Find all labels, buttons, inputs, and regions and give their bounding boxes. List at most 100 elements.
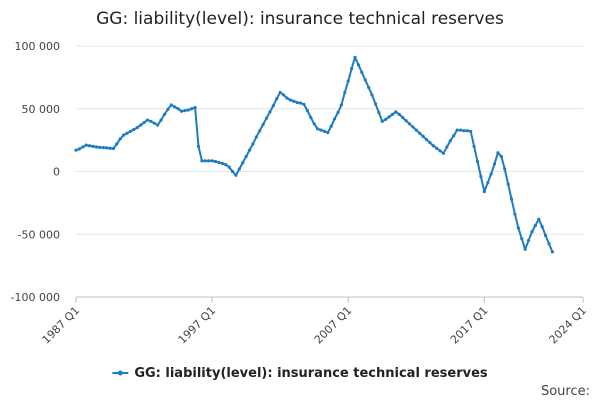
data-point[interactable] (469, 129, 473, 133)
data-point[interactable] (424, 137, 429, 142)
data-point[interactable] (472, 144, 476, 148)
data-point[interactable] (547, 242, 551, 246)
data-point[interactable] (319, 128, 323, 132)
data-point[interactable] (268, 110, 272, 114)
data-point[interactable] (520, 237, 524, 241)
data-point[interactable] (98, 145, 102, 150)
data-point[interactable] (397, 112, 401, 116)
data-point[interactable] (479, 174, 483, 179)
data-point[interactable] (156, 123, 160, 127)
data-point[interactable] (370, 93, 374, 97)
data-point[interactable] (418, 131, 422, 135)
data-point[interactable] (336, 110, 340, 115)
data-point[interactable] (122, 133, 126, 137)
source-label[interactable]: Source: (541, 384, 590, 399)
data-point[interactable] (312, 122, 316, 126)
data-point[interactable] (179, 109, 184, 113)
data-point[interactable] (492, 162, 497, 166)
data-point[interactable] (394, 110, 398, 114)
data-point[interactable] (302, 102, 306, 106)
data-point[interactable] (326, 130, 330, 135)
data-point[interactable] (258, 129, 262, 133)
data-point[interactable] (475, 159, 480, 164)
data-point[interactable] (152, 121, 156, 125)
data-point[interactable] (486, 181, 490, 185)
data-point[interactable] (455, 128, 459, 132)
data-point[interactable] (139, 123, 143, 127)
data-point[interactable] (142, 120, 146, 125)
data-point[interactable] (401, 115, 405, 120)
data-point[interactable] (241, 161, 245, 165)
data-point[interactable] (428, 141, 432, 145)
data-point[interactable] (261, 122, 265, 127)
data-point[interactable] (105, 146, 109, 150)
data-point[interactable] (550, 250, 554, 254)
data-point[interactable] (81, 145, 85, 149)
data-point[interactable] (244, 154, 248, 159)
data-point[interactable] (295, 100, 299, 105)
data-point[interactable] (108, 146, 112, 150)
data-point[interactable] (489, 172, 493, 176)
data-point[interactable] (278, 90, 282, 95)
data-point[interactable] (166, 107, 170, 111)
data-point[interactable] (315, 127, 320, 131)
data-point[interactable] (288, 98, 292, 102)
data-point[interactable] (173, 105, 177, 109)
data-point[interactable] (94, 145, 99, 149)
data-point[interactable] (435, 146, 439, 150)
data-point[interactable] (390, 112, 395, 116)
data-point[interactable] (251, 142, 255, 146)
data-point[interactable] (509, 197, 514, 201)
data-point[interactable] (77, 147, 82, 151)
data-point[interactable] (404, 119, 408, 123)
data-point[interactable] (135, 125, 139, 130)
data-point[interactable] (264, 116, 269, 120)
data-point[interactable] (84, 143, 88, 147)
data-point[interactable] (217, 160, 221, 165)
data-point[interactable] (499, 154, 503, 159)
data-point[interactable] (118, 137, 122, 141)
data-point[interactable] (322, 129, 326, 133)
data-point[interactable] (441, 151, 446, 155)
data-point[interactable] (350, 66, 354, 71)
data-point[interactable] (237, 167, 241, 171)
data-point[interactable] (533, 223, 537, 228)
data-point[interactable] (373, 102, 378, 106)
series-line[interactable] (75, 56, 554, 253)
data-point[interactable] (411, 125, 415, 129)
data-point[interactable] (74, 148, 78, 152)
data-point[interactable] (445, 145, 449, 149)
data-point[interactable] (339, 103, 344, 107)
data-point[interactable] (482, 189, 486, 194)
data-point[interactable] (530, 230, 534, 234)
data-point[interactable] (159, 118, 163, 122)
data-point[interactable] (275, 97, 279, 101)
data-point[interactable] (254, 135, 258, 139)
data-point[interactable] (516, 226, 520, 230)
data-point[interactable] (496, 151, 500, 155)
data-point[interactable] (183, 109, 187, 113)
data-point[interactable] (145, 118, 150, 122)
data-point[interactable] (513, 212, 517, 216)
data-point[interactable] (452, 134, 456, 138)
data-point[interactable] (309, 115, 313, 120)
data-point[interactable] (234, 173, 238, 177)
data-point[interactable] (281, 93, 286, 97)
data-point[interactable] (207, 159, 211, 163)
data-point[interactable] (190, 107, 194, 111)
legend[interactable]: GG: liability(level): insurance technica… (112, 366, 488, 381)
data-point[interactable] (377, 110, 381, 115)
data-point[interactable] (540, 225, 544, 229)
data-point[interactable] (503, 167, 507, 171)
data-point[interactable] (186, 108, 190, 112)
data-point[interactable] (407, 122, 412, 126)
data-point[interactable] (380, 119, 384, 123)
data-point[interactable] (537, 217, 541, 221)
data-point[interactable] (125, 131, 129, 135)
data-point[interactable] (176, 107, 180, 111)
data-point[interactable] (169, 103, 173, 107)
data-point[interactable] (203, 159, 207, 163)
data-point[interactable] (285, 96, 289, 100)
data-point[interactable] (213, 159, 218, 164)
data-point[interactable] (346, 79, 350, 83)
